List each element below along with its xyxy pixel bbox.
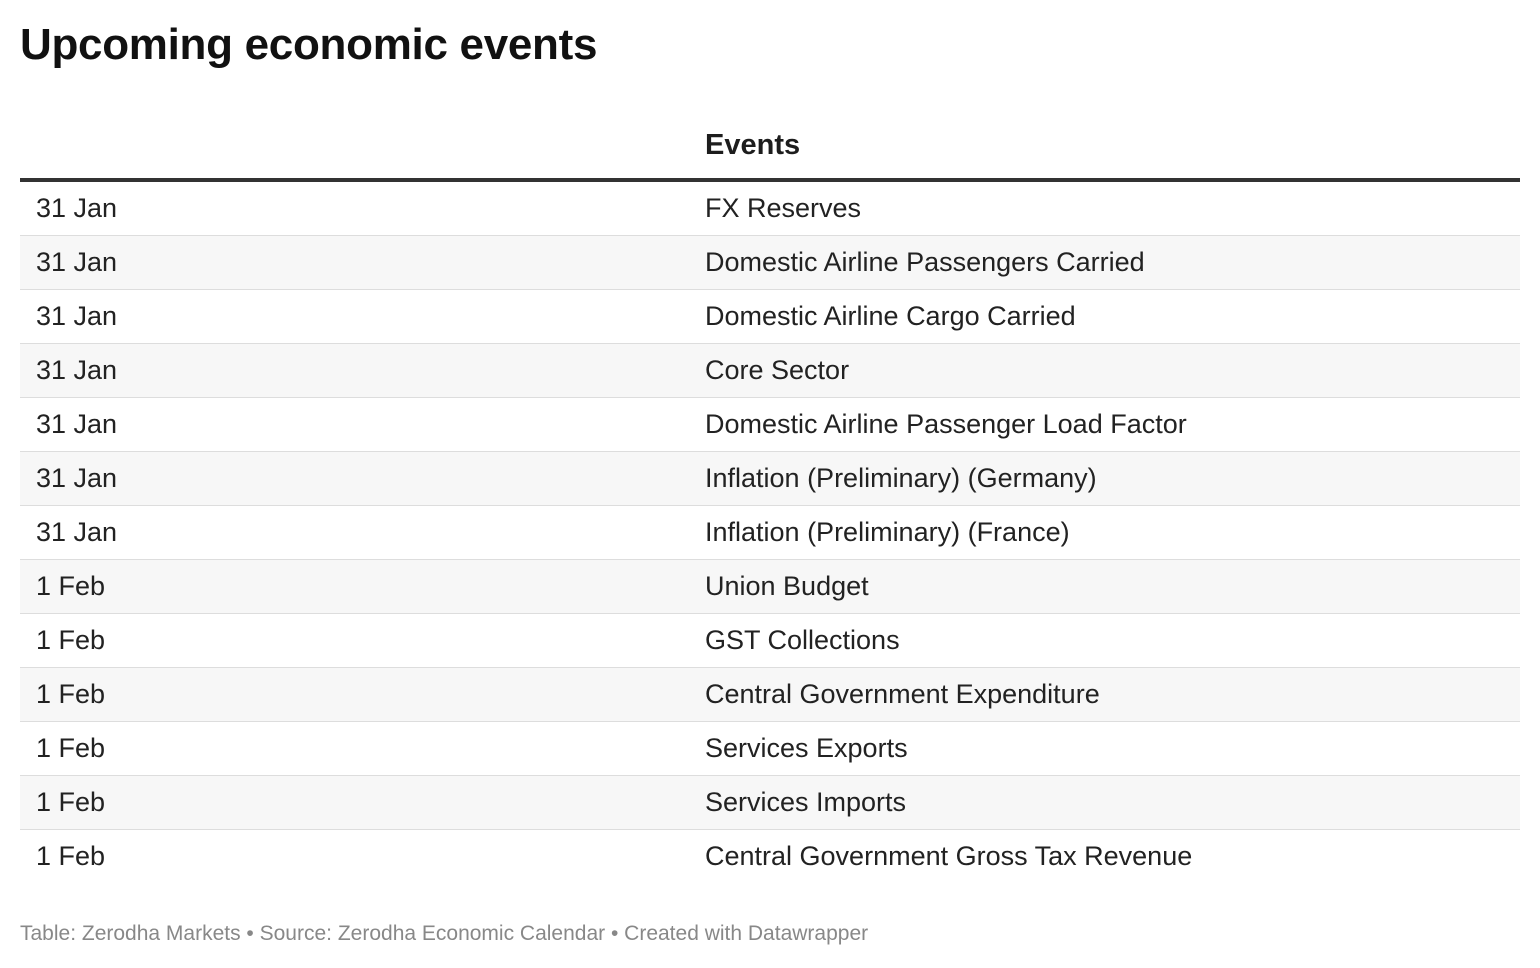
- table-cell-event: Core Sector: [705, 343, 1520, 398]
- column-header-events: Events: [705, 112, 1520, 182]
- table-row: 1 Feb Services Exports: [20, 721, 1520, 776]
- table-cell-date: 31 Jan: [20, 235, 705, 290]
- column-header-date: [20, 112, 705, 182]
- table-cell-event: Central Government Gross Tax Revenue: [705, 841, 1193, 871]
- table-cell-event: Inflation (Preliminary) (France): [705, 505, 1520, 560]
- table-cell-date: 1 Feb: [20, 721, 705, 776]
- table-cell-date: 1 Feb: [20, 775, 705, 830]
- table-row: 1 Feb Central Government Gross Tax Revenu…: [20, 830, 1520, 884]
- table-row: 1 Feb GST Collections: [20, 613, 1520, 668]
- table-cell-event: Domestic Airline Passenger Load Factor: [705, 397, 1520, 452]
- table-cell-date: 1 Feb: [20, 667, 705, 722]
- table-row: 31 Jan Domestic Airline Passenger Load Fa…: [20, 397, 1520, 452]
- table-row: 31 Jan Domestic Airline Cargo Carried: [20, 289, 1520, 344]
- table-row: 31 Jan Inflation (Preliminary) (Germany): [20, 451, 1520, 506]
- table-cell-event: FX Reserves: [705, 180, 1520, 236]
- table-cell-date: 31 Jan: [20, 451, 705, 506]
- table-cell-event: Services Imports: [705, 775, 1520, 830]
- table-cell-event: Central Government Expenditure: [705, 667, 1520, 722]
- table-cell-event: Domestic Airline Cargo Carried: [705, 289, 1520, 344]
- table-cell-event: Union Budget: [705, 559, 1520, 614]
- table-row: 1 Feb Union Budget: [20, 559, 1520, 614]
- table-cell-date: 31 Jan: [20, 289, 705, 344]
- table-row: 31 Jan Domestic Airline Passengers Carrie…: [20, 235, 1520, 290]
- table-cell-date: 31 Jan: [20, 343, 705, 398]
- table-header-row: Events: [20, 112, 1520, 182]
- table-cell-event: GST Collections: [705, 613, 1520, 668]
- table-cell-date: 1 Feb: [36, 841, 106, 871]
- table-row: 31 Jan Inflation (Preliminary) (France): [20, 505, 1520, 560]
- table-cell-date: 31 Jan: [20, 397, 705, 452]
- table-cell-date: 1 Feb: [20, 613, 705, 668]
- table-row: 31 Jan Core Sector: [20, 343, 1520, 398]
- table-cell-event: Domestic Airline Passengers Carried: [705, 235, 1520, 290]
- table-title: Upcoming economic events: [20, 20, 598, 69]
- table-cell-event: Services Exports: [705, 721, 1520, 776]
- table-cell-date: 31 Jan: [20, 180, 705, 236]
- table-cell-date: 1 Feb: [20, 559, 705, 614]
- table-row: 31 Jan FX Reserves: [20, 180, 1520, 236]
- table-cell-date: 31 Jan: [20, 505, 705, 560]
- table-footer: Table: Zerodha Markets • Source: Zerodha…: [20, 922, 869, 945]
- table-body: 31 Jan FX Reserves 31 Jan Domestic Airline …: [20, 180, 1520, 883]
- table-row: 1 Feb Central Government Expenditure: [20, 667, 1520, 722]
- table-cell-event: Inflation (Preliminary) (Germany): [705, 451, 1520, 506]
- events-table: Events 31 Jan FX Reserves 31 Jan Domestic A…: [20, 112, 1520, 883]
- table-row: 1 Feb Services Imports: [20, 775, 1520, 830]
